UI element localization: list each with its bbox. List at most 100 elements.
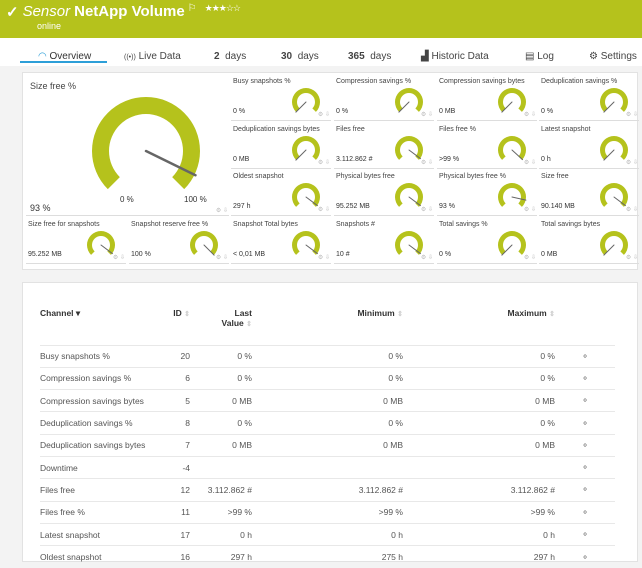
gauge-value: 0 % <box>233 108 246 115</box>
gauge-arc <box>292 183 320 207</box>
small-gauge <box>292 135 320 161</box>
table-row[interactable]: Downtime -4 ⚬ <box>40 455 615 479</box>
gauge-tile[interactable]: Compression savings bytes 0 MB ⚙ ⇩ <box>437 76 537 121</box>
gauge-tile[interactable]: Deduplication savings bytes 0 MB ⚙ ⇩ <box>231 124 331 169</box>
channel-settings-icon[interactable]: ⚬ <box>555 478 615 502</box>
gear-pin-icons[interactable]: ⚙ ⇩ <box>523 207 536 213</box>
column-minimum[interactable]: Minimum ⇕ <box>252 305 403 345</box>
gear-pin-icons[interactable]: ⚙ ⇩ <box>317 112 330 118</box>
sensor-header: ✓ Sensor NetApp Volume ⚐ ★★★☆☆ online <box>0 0 642 38</box>
gear-pin-icons[interactable]: ⚙ ⇩ <box>420 207 433 213</box>
gauge-tile[interactable]: Files free % >99 % ⚙ ⇩ <box>437 124 537 169</box>
channel-settings-icon[interactable]: ⚬ <box>555 411 615 435</box>
channel-settings-icon[interactable]: ⚬ <box>555 545 615 568</box>
gauge-tile[interactable]: Size free 90.140 MB ⚙ ⇩ <box>539 171 639 216</box>
small-gauge <box>498 135 526 160</box>
gauge-needle <box>613 196 626 207</box>
gauge-title: Files free <box>336 125 365 133</box>
channel-settings-icon[interactable]: ⚬ <box>555 344 615 368</box>
gear-pin-icons[interactable]: ⚙ ⇩ <box>215 254 228 261</box>
gauge-arc <box>292 135 320 160</box>
broadcast-icon: ((•)) <box>124 54 136 61</box>
gauge-title: Total savings % <box>439 220 488 228</box>
gear-pin-icons[interactable]: ⚙ ⇩ <box>317 254 330 261</box>
gauge-value: 297 h <box>233 203 251 210</box>
channel-name: Deduplication savings % <box>40 411 170 435</box>
priority-stars[interactable]: ★★★☆☆ <box>204 3 241 13</box>
gauge-title: Total savings bytes <box>541 220 601 228</box>
table-row[interactable]: Compression savings bytes 5 0 MB 0 MB 0 MB ⚬ <box>40 389 615 412</box>
table-row[interactable]: Oldest snapshot 16 297 h 275 h 297 h ⚬ <box>40 545 615 568</box>
small-gauge <box>395 88 423 113</box>
gear-pin-icons[interactable]: ⚙ ⇩ <box>112 254 125 261</box>
tab-overview[interactable]: ◠ Overview <box>38 51 91 62</box>
gear-pin-icons[interactable]: ⚙ ⇩ <box>420 254 433 261</box>
tab-settings[interactable]: ⚙ Settings <box>589 51 637 62</box>
gear-pin-icons[interactable]: ⚙ ⇩ <box>420 112 433 118</box>
sensor-title: NetApp Volume <box>74 3 185 20</box>
gauge-tile[interactable]: Total savings bytes 0 MB ⚙ ⇩ <box>539 219 639 264</box>
tab-365-days[interactable]: 365 days <box>348 51 391 62</box>
tab-log[interactable]: ▤ Log <box>525 51 554 62</box>
gauge-needle <box>511 149 524 160</box>
table-row[interactable]: Busy snapshots % 20 0 % 0 % 0 % ⚬ <box>40 344 615 368</box>
gauge-tile[interactable]: Size free for snapshots 95.252 MB ⚙ ⇩ <box>26 219 126 264</box>
gear-pin-icons[interactable]: ⚙ ⇩ <box>317 159 330 166</box>
gauge-tile[interactable]: Latest snapshot 0 h ⚙ ⇩ <box>539 124 639 169</box>
gear-pin-icons[interactable]: ⚙ ⇩ <box>625 207 638 213</box>
last-value: 0 h <box>190 522 252 546</box>
gauge-title: Files free % <box>439 125 476 133</box>
channel-settings-icon[interactable]: ⚬ <box>555 500 615 524</box>
table-row[interactable]: Compression savings % 6 0 % 0 % 0 % ⚬ <box>40 366 615 390</box>
minimum-value: 275 h <box>252 545 403 568</box>
gear-pin-icons[interactable]: ⚙ ⇩ <box>625 159 638 166</box>
table-row[interactable]: Files free 12 3.112.862 #3.112.862 #3.112.… <box>40 478 615 502</box>
tab-2-days[interactable]: 2 days <box>214 51 246 62</box>
gauge-tile[interactable]: Deduplication savings % 0 % ⚙ ⇩ <box>539 76 639 121</box>
gauge-title: Snapshots # <box>336 220 375 228</box>
main-gauge-tile[interactable]: Size free % 0 % 100 % 93 % ⚙ ⇩ <box>26 76 229 216</box>
gauge-tile[interactable]: Compression savings % 0 % ⚙ ⇩ <box>334 76 434 121</box>
channel-settings-icon[interactable]: ⚬ <box>555 366 615 390</box>
column-id[interactable]: ID ⇕ <box>170 305 190 345</box>
channel-settings-icon[interactable]: ⚬ <box>555 522 615 546</box>
column-channel[interactable]: Channel ▾ <box>40 308 81 318</box>
gauge-title: Physical bytes free % <box>439 173 506 180</box>
gear-pin-icons[interactable]: ⚙ ⇩ <box>420 159 433 166</box>
channel-settings-icon[interactable]: ⚬ <box>555 389 615 412</box>
gear-pin-icons[interactable]: ⚙ ⇩ <box>625 254 638 261</box>
gauge-tile[interactable]: Snapshot Total bytes < 0,01 MB ⚙ ⇩ <box>231 219 331 264</box>
gear-pin-icons[interactable]: ⚙ ⇩ <box>625 112 638 118</box>
gear-pin-icons[interactable]: ⚙ ⇩ <box>523 159 536 166</box>
gear-pin-icons[interactable]: ⚙ ⇩ <box>523 254 536 261</box>
maximum-value: 0 h <box>403 522 555 546</box>
table-row[interactable]: Deduplication savings % 8 0 % 0 % 0 % ⚬ <box>40 411 615 435</box>
gear-pin-icons[interactable]: ⚙ ⇩ <box>317 207 330 213</box>
sort-icon: ⇕ <box>246 321 252 328</box>
tab-historic-data[interactable]: ▟ Historic Data <box>421 51 489 62</box>
tab-live-data[interactable]: ((•)) Live Data <box>124 51 181 62</box>
table-row[interactable]: Files free % 11 >99 % >99 % >99 % ⚬ <box>40 500 615 524</box>
gauge-tile[interactable]: Snapshots # 10 # ⚙ ⇩ <box>334 219 434 264</box>
gauge-value: 0 MB <box>439 108 456 115</box>
gear-pin-icons[interactable]: ⚙ ⇩ <box>215 208 228 214</box>
minimum-value: 0 MB <box>252 433 403 457</box>
gauge-tile[interactable]: Physical bytes free % 93 % ⚙ ⇩ <box>437 171 537 216</box>
column-maximum[interactable]: Maximum ⇕ <box>403 305 555 345</box>
gauge-tile[interactable]: Physical bytes free 95.252 MB ⚙ ⇩ <box>334 171 434 216</box>
gauge-tile[interactable]: Snapshot reserve free % 100 % ⚙ ⇩ <box>129 219 229 264</box>
gear-pin-icons[interactable]: ⚙ ⇩ <box>523 112 536 118</box>
channel-settings-icon[interactable]: ⚬ <box>555 433 615 457</box>
gauge-tile[interactable]: Total savings % 0 % ⚙ ⇩ <box>437 219 537 264</box>
sort-icon: ⇕ <box>397 311 403 318</box>
column-last-value[interactable]: Last Value ⇕ <box>190 305 252 345</box>
tab-30-days[interactable]: 30 days <box>281 51 319 62</box>
gauge-tile[interactable]: Oldest snapshot 297 h ⚙ ⇩ <box>231 171 331 216</box>
gauge-arc <box>87 230 115 255</box>
gauge-tile[interactable]: Busy snapshots % 0 % ⚙ ⇩ <box>231 76 331 121</box>
flag-icon[interactable]: ⚐ <box>187 3 197 14</box>
channel-settings-icon[interactable]: ⚬ <box>555 455 615 479</box>
table-row[interactable]: Deduplication savings bytes 7 0 MB 0 MB 0 MB… <box>40 433 615 457</box>
gauge-tile[interactable]: Files free 3.112.862 # ⚙ ⇩ <box>334 124 434 169</box>
